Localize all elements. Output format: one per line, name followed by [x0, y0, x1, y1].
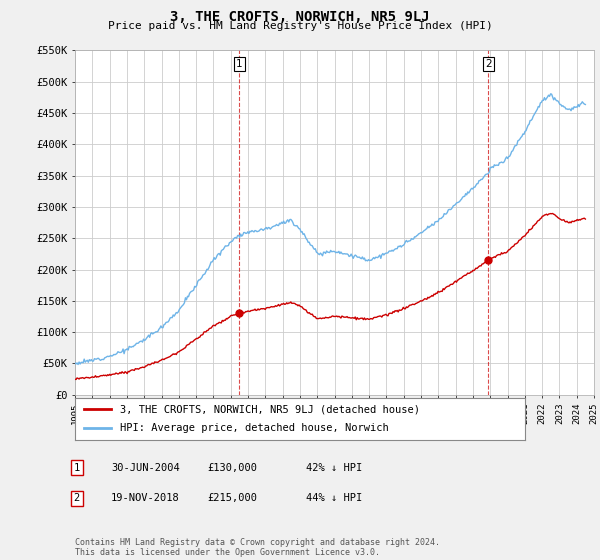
Text: 30-JUN-2004: 30-JUN-2004 [111, 463, 180, 473]
Text: 2: 2 [74, 493, 80, 503]
Text: Price paid vs. HM Land Registry's House Price Index (HPI): Price paid vs. HM Land Registry's House … [107, 21, 493, 31]
Text: 1: 1 [236, 59, 242, 69]
Text: 2: 2 [485, 59, 492, 69]
Text: 3, THE CROFTS, NORWICH, NR5 9LJ: 3, THE CROFTS, NORWICH, NR5 9LJ [170, 10, 430, 24]
Text: 3, THE CROFTS, NORWICH, NR5 9LJ (detached house): 3, THE CROFTS, NORWICH, NR5 9LJ (detache… [120, 404, 420, 414]
Text: Contains HM Land Registry data © Crown copyright and database right 2024.
This d: Contains HM Land Registry data © Crown c… [75, 538, 440, 557]
Text: £130,000: £130,000 [207, 463, 257, 473]
Text: 19-NOV-2018: 19-NOV-2018 [111, 493, 180, 503]
Text: 42% ↓ HPI: 42% ↓ HPI [306, 463, 362, 473]
Text: £215,000: £215,000 [207, 493, 257, 503]
Text: 44% ↓ HPI: 44% ↓ HPI [306, 493, 362, 503]
Text: HPI: Average price, detached house, Norwich: HPI: Average price, detached house, Norw… [120, 423, 389, 433]
Text: 1: 1 [74, 463, 80, 473]
